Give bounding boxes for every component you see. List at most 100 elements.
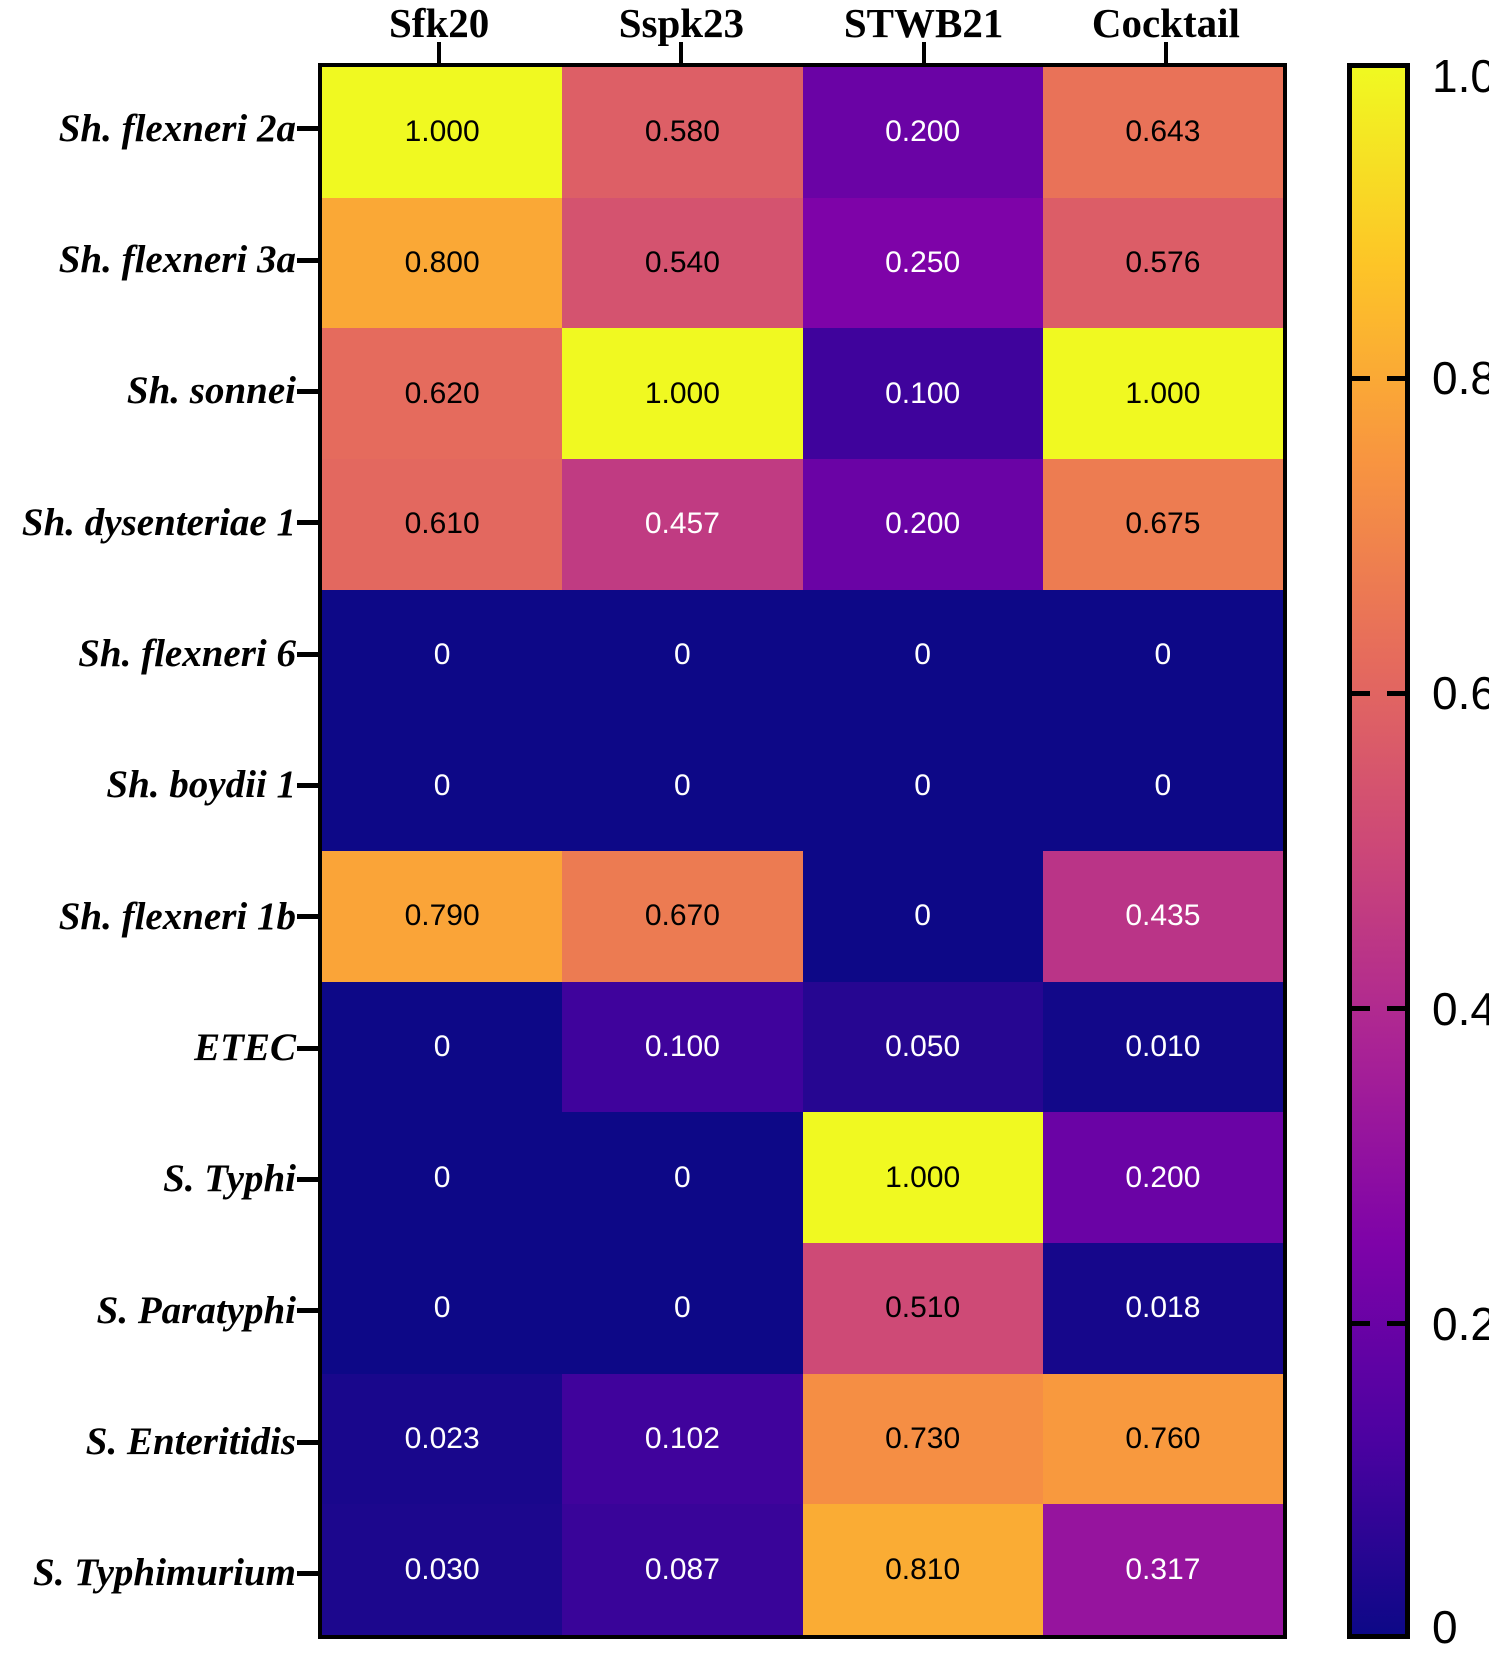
cell-value: 0 xyxy=(433,637,451,671)
cell-value: 0.100 xyxy=(885,376,961,410)
row-label-s-paratyphi: S. Paratyphi xyxy=(96,1288,296,1332)
row-tick xyxy=(297,1570,320,1576)
cell-value: 0 xyxy=(433,1160,451,1194)
cell-value: 0 xyxy=(674,1291,691,1325)
cell-value: 0.250 xyxy=(885,245,961,279)
row-label-s-enteritidis: S. Enteritidis xyxy=(85,1420,296,1463)
heatmap-cell: 0.200 xyxy=(802,67,1043,198)
heatmap-cell: 0 xyxy=(562,589,803,721)
row-label-sh-dysenteriae-1: Sh. dysenteriae 1 xyxy=(21,500,296,544)
heatmap-cell: 0.675 xyxy=(1042,459,1283,590)
heatmap-cell: 0 xyxy=(322,589,563,721)
cell-value: 0.790 xyxy=(404,899,480,933)
cell-value: 0.023 xyxy=(404,1421,480,1455)
colorbar-label: 1.0 xyxy=(1432,50,1489,102)
cell-value: 0 xyxy=(914,637,931,671)
heatmap-cell: 0.317 xyxy=(1042,1504,1283,1635)
heatmap-cell: 0 xyxy=(562,1243,803,1374)
heatmap-cell: 1.000 xyxy=(322,67,563,198)
heatmap-cell: 0.087 xyxy=(562,1504,803,1635)
row-label-sh-flexneri-1b: Sh. flexneri 1b xyxy=(58,894,296,938)
row-tick xyxy=(297,1439,320,1445)
heatmap-cell: 0.760 xyxy=(1042,1373,1283,1505)
colorbar-tick-left xyxy=(1352,375,1370,381)
column-tick xyxy=(679,42,684,65)
heatmap-cell: 0.200 xyxy=(1042,1112,1283,1243)
heatmap-cell: 0 xyxy=(1042,589,1283,721)
colorbar-label: 0.4 xyxy=(1432,982,1489,1035)
heatmap-cell: 0.018 xyxy=(1042,1243,1283,1374)
heatmap-cell: 0.580 xyxy=(562,67,803,198)
heatmap-cell: 0.810 xyxy=(802,1504,1043,1635)
cell-value: 0 xyxy=(433,1291,451,1325)
cell-value: 0 xyxy=(1154,768,1172,802)
cell-value: 0.030 xyxy=(404,1552,480,1586)
cell-value: 0.643 xyxy=(1125,115,1201,149)
row-tick xyxy=(297,782,320,788)
row-label-sh-flexneri-2a: Sh. flexneri 2a xyxy=(58,106,296,150)
column-tick xyxy=(1163,42,1168,65)
heatmap-cell: 0 xyxy=(802,720,1043,851)
heatmap-cell: 0.102 xyxy=(562,1373,803,1505)
cell-value: 0 xyxy=(674,768,691,802)
column-header-Cocktail: Cocktail xyxy=(1091,0,1240,46)
heatmap-cell: 0 xyxy=(322,720,563,851)
row-label-s-typhi: S. Typhi xyxy=(163,1157,296,1201)
heatmap-cell: 0.100 xyxy=(562,981,803,1113)
cell-value: 0 xyxy=(674,637,691,671)
cell-value: 0.457 xyxy=(644,507,720,541)
heatmap-cell: 1.000 xyxy=(1042,328,1283,459)
heatmap-cell: 0.457 xyxy=(562,459,803,590)
cell-value: 0.670 xyxy=(644,899,720,933)
cell-value: 0.810 xyxy=(885,1552,961,1586)
cell-value: 0 xyxy=(914,899,931,933)
heatmap-cell: 0.050 xyxy=(802,981,1043,1113)
cell-value: 0.087 xyxy=(644,1552,720,1586)
heatmap-cell: 0.576 xyxy=(1042,197,1283,329)
cell-value: 0.100 xyxy=(644,1029,720,1063)
row-label-sh-boydii-1: Sh. boydii 1 xyxy=(106,763,296,807)
row-tick xyxy=(297,520,320,526)
cell-value: 0.540 xyxy=(644,245,720,279)
heatmap-cell: 0 xyxy=(562,720,803,851)
column-header-STWB21: STWB21 xyxy=(843,0,1004,46)
heatmap-cell: 0 xyxy=(802,589,1043,721)
cell-value: 0.102 xyxy=(644,1421,720,1455)
column-header-Sfk20: Sfk20 xyxy=(388,0,490,46)
heatmap-cell: 0.510 xyxy=(802,1243,1043,1374)
heatmap-cell: 0.730 xyxy=(802,1373,1043,1505)
heatmap-cell: 0.023 xyxy=(322,1373,563,1505)
heatmap-cell: 1.000 xyxy=(802,1112,1043,1243)
cell-value: 0.730 xyxy=(885,1421,961,1455)
cell-value: 0.620 xyxy=(404,376,480,410)
heatmap-grid: 1.000 0.580 0.200 0.643 0.800 0.540 0.250 0.576… xyxy=(318,63,1287,1639)
cell-value: 0 xyxy=(674,1160,691,1194)
row-label-sh-flexneri-3a: Sh. flexneri 3a xyxy=(58,238,296,281)
heatmap-cell: 0.250 xyxy=(802,197,1043,329)
colorbar-label: 0.2 xyxy=(1432,1297,1489,1350)
row-tick xyxy=(297,651,320,657)
row-label-sh-flexneri-6: Sh. flexneri 6 xyxy=(78,632,296,675)
colorbar-tick-right xyxy=(1387,1006,1405,1012)
cell-value: 1.000 xyxy=(885,1160,961,1194)
column-header-Sspk23: Sspk23 xyxy=(618,0,745,46)
heatmap-cell: 0.435 xyxy=(1042,851,1283,982)
cell-value: 0.675 xyxy=(1125,507,1201,541)
cell-value: 0 xyxy=(433,1029,451,1063)
heatmap-cell: 0.670 xyxy=(562,851,803,982)
column-tick xyxy=(921,42,926,65)
row-label-etec: ETEC xyxy=(194,1026,296,1069)
row-tick xyxy=(297,388,320,394)
colorbar-label: 0 xyxy=(1432,1601,1458,1653)
colorbar-tick-right xyxy=(1387,375,1405,381)
column-tick xyxy=(437,42,442,65)
row-tick xyxy=(297,1045,320,1051)
cell-value: 0.510 xyxy=(885,1291,961,1325)
row-tick xyxy=(297,1176,320,1182)
cell-value: 1.000 xyxy=(1125,376,1201,410)
heatmap-cell: 0.790 xyxy=(322,851,563,982)
heatmap-cell: 0 xyxy=(802,851,1043,982)
heatmap-cell: 0 xyxy=(1042,720,1283,851)
heatmap-cell: 0.800 xyxy=(322,197,563,329)
colorbar-tick-left xyxy=(1352,1006,1370,1012)
